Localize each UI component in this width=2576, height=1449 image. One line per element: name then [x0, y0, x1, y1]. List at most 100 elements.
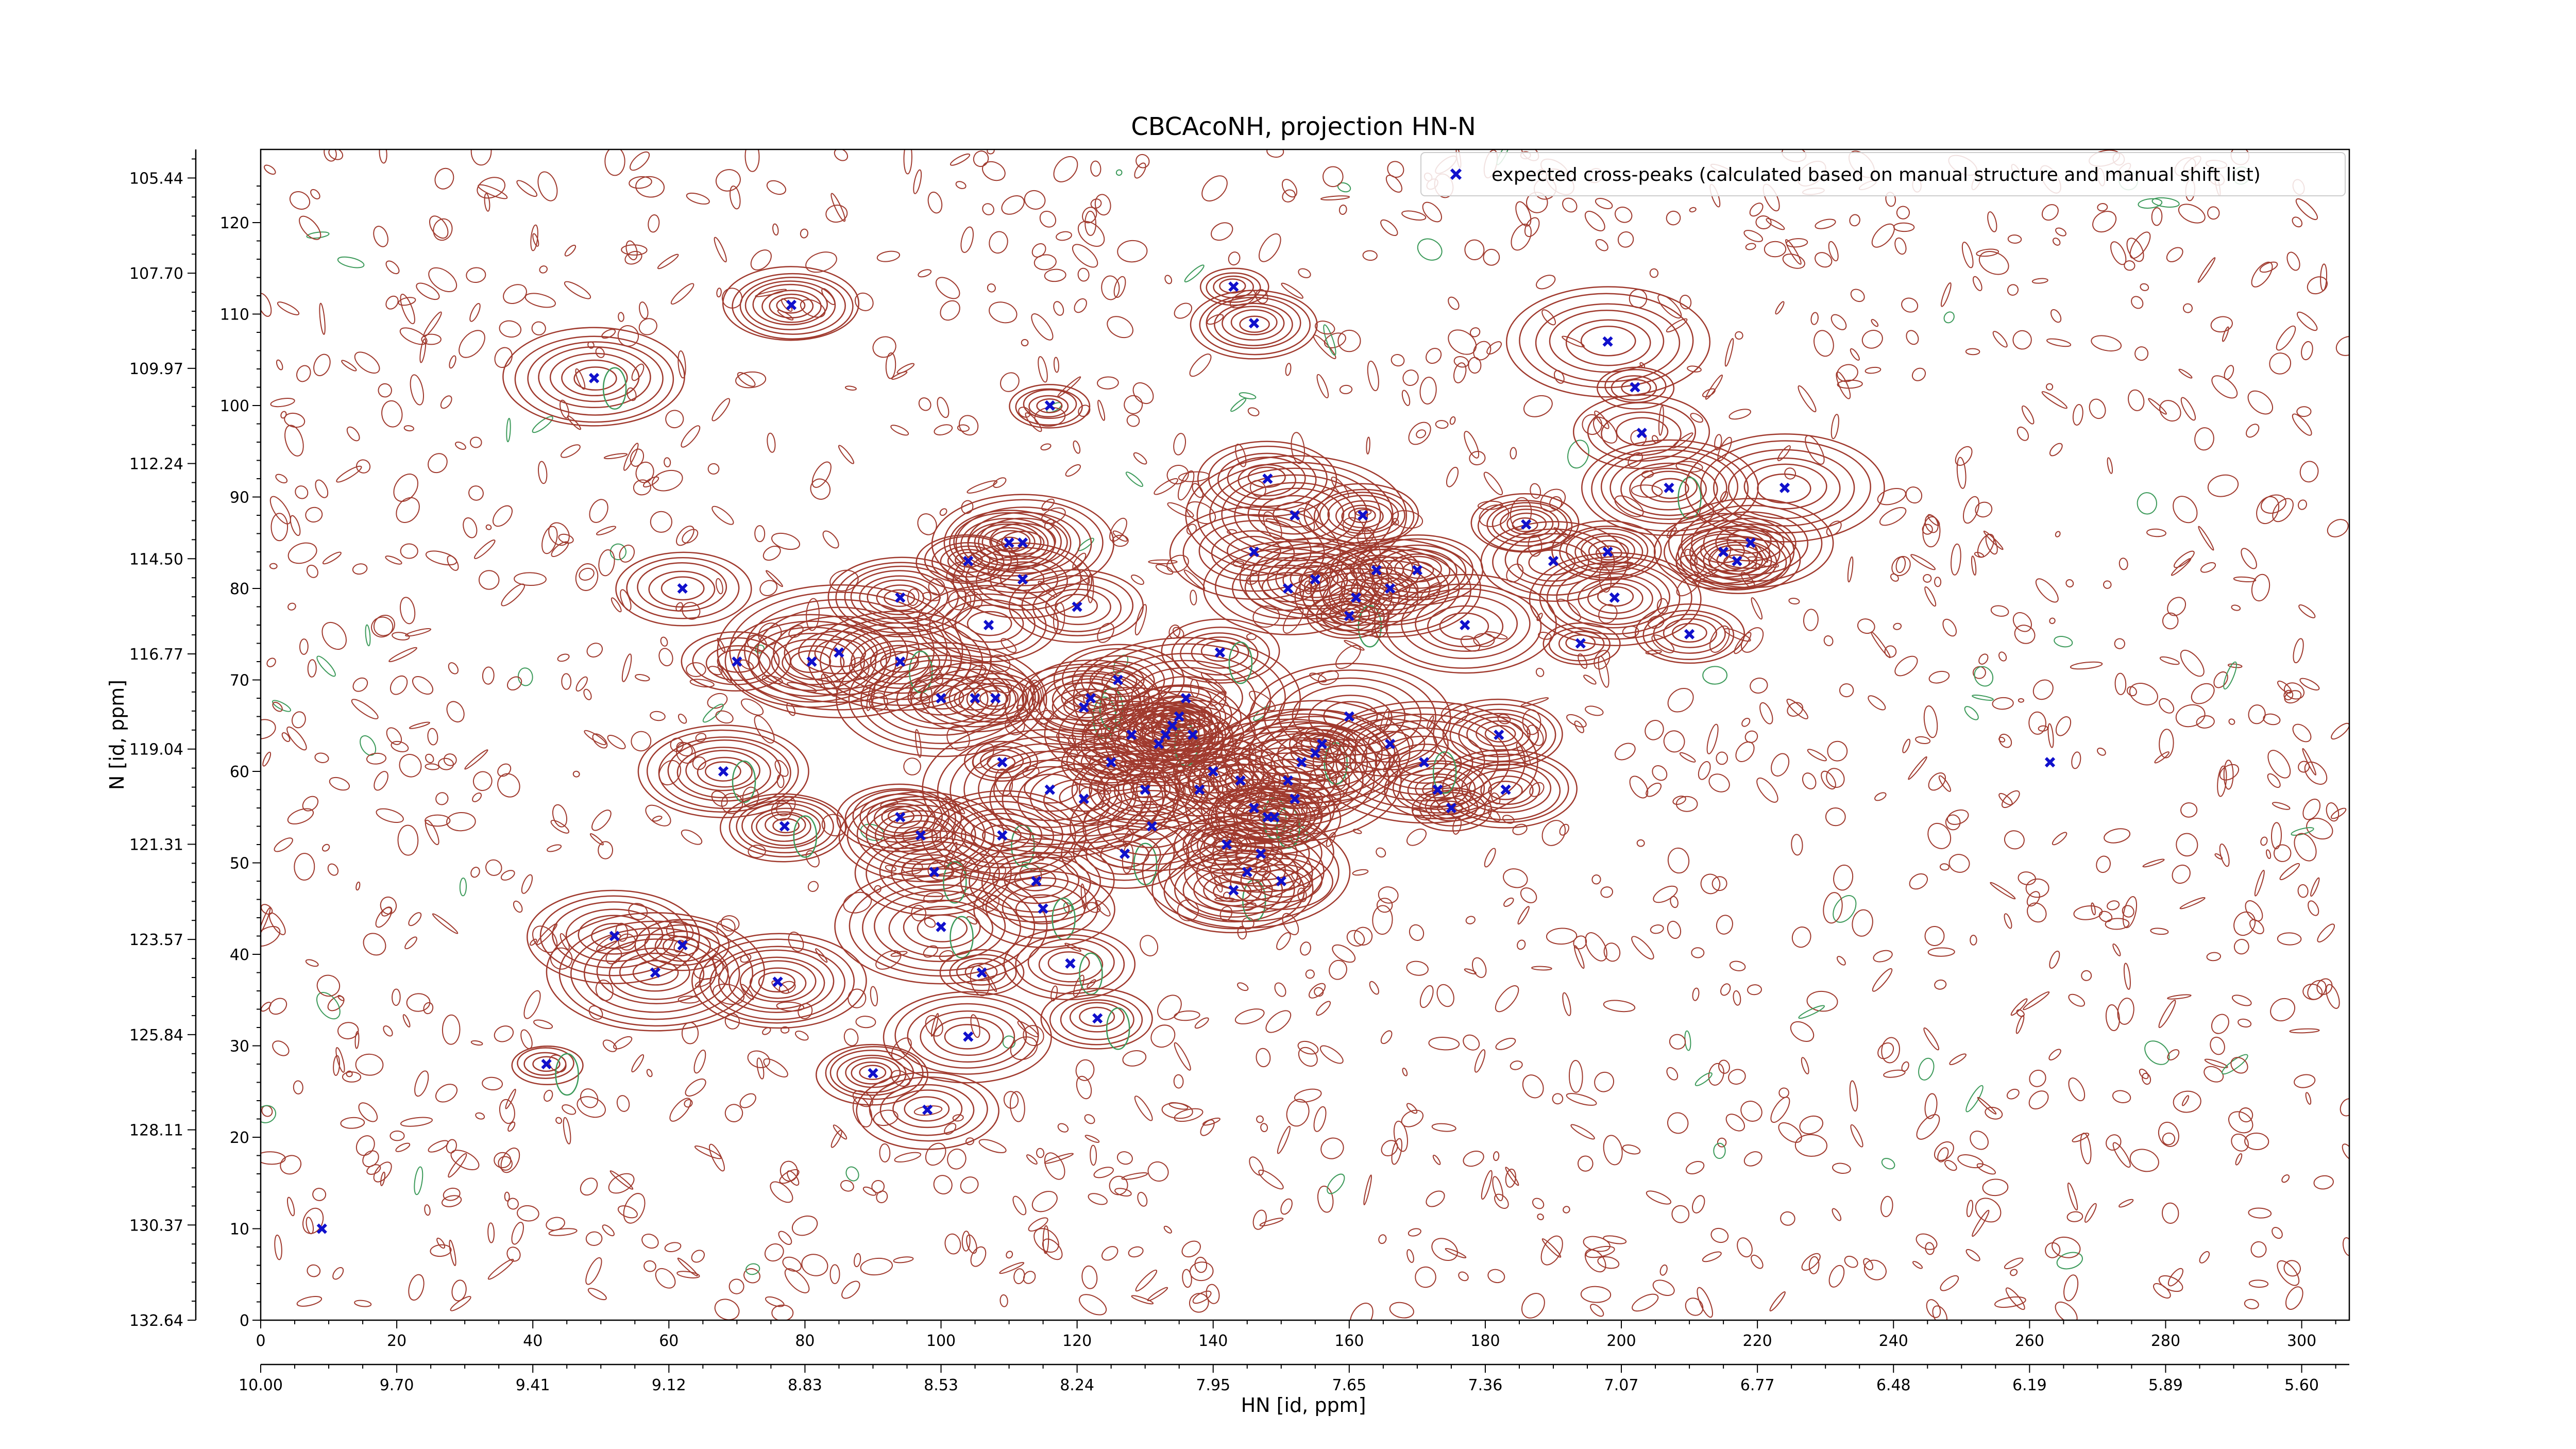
peak-contour — [1565, 634, 1596, 652]
peak-marker — [990, 693, 1001, 704]
noise-contour — [682, 529, 699, 544]
peak-contour — [1685, 433, 1885, 543]
noise-contour — [1124, 395, 1143, 414]
peak-contour — [644, 924, 720, 966]
noise-contour — [743, 1268, 760, 1284]
noise-contour — [1971, 555, 1977, 576]
noise-contour — [844, 385, 857, 391]
noise-contour — [392, 988, 401, 1006]
noise-contour — [2148, 398, 2167, 415]
noise-contour — [1667, 920, 1682, 939]
noise-contour — [403, 425, 414, 432]
noise-contour — [2231, 604, 2241, 611]
peak-contour — [1486, 502, 1568, 547]
peak-contour — [1642, 610, 1735, 661]
noise-contour — [327, 863, 339, 876]
noise-contour — [1280, 1198, 1293, 1215]
noise-contour — [312, 1188, 327, 1201]
x-ppm-tick-label: 5.89 — [2148, 1376, 2183, 1394]
noise-contour — [2256, 496, 2280, 525]
noise-contour — [531, 321, 546, 335]
peak-contour — [1548, 627, 1611, 662]
noise-contour — [585, 1257, 602, 1285]
noise-contour — [1535, 667, 1545, 677]
noise-contour — [2146, 528, 2166, 537]
peak-contour — [1036, 398, 1063, 413]
peak-contour — [1675, 526, 1801, 594]
noise-contour — [626, 387, 637, 401]
peak-contour — [1182, 821, 1273, 871]
noise-contour — [724, 1104, 743, 1122]
y-ppm-tick-label: 121.31 — [129, 836, 183, 854]
noise-contour — [2045, 1242, 2061, 1258]
noise-contour — [739, 1093, 756, 1108]
noise-contour — [1135, 1269, 1158, 1292]
noise-contour — [1401, 390, 1411, 406]
peak-contour — [1002, 885, 1086, 931]
peak-marker — [1602, 546, 1613, 558]
noise-contour — [436, 1237, 446, 1249]
noise-contour — [2159, 698, 2175, 714]
noise-contour — [2046, 383, 2054, 391]
noise-contour — [2055, 716, 2072, 736]
noise-contour — [2144, 1040, 2170, 1065]
noise-contour — [1672, 432, 1693, 449]
noise-contour — [1705, 374, 1723, 400]
noise-contour — [1540, 1235, 1563, 1266]
peak-contour — [1185, 455, 1408, 576]
noise-contour — [530, 938, 537, 946]
noise-contour — [1894, 655, 1918, 677]
noise-contour — [416, 282, 440, 300]
noise-contour — [1927, 822, 1952, 849]
noise-contour — [1784, 467, 1797, 480]
noise-contour — [1349, 1303, 1374, 1320]
x-ppm-tick-label: 7.07 — [1604, 1376, 1639, 1394]
peak-contour — [1359, 573, 1419, 606]
noise-contour — [544, 1089, 553, 1102]
noise-contour — [1649, 268, 1659, 278]
noise-contour — [2285, 1286, 2303, 1310]
peak-contour — [1367, 731, 1414, 756]
noise-contour — [1298, 268, 1311, 278]
noise-contour — [1088, 1193, 1108, 1205]
noise-contour — [2277, 680, 2292, 694]
noise-contour — [1072, 244, 1098, 268]
noise-contour — [1909, 873, 1928, 890]
noise-contour — [1107, 316, 1133, 339]
noise-contour — [1863, 1259, 1887, 1280]
noise-contour — [1657, 294, 1682, 319]
noise-contour — [2181, 1095, 2190, 1106]
noise-contour — [2277, 932, 2302, 946]
noise-contour — [1667, 1112, 1689, 1134]
noise-contour — [355, 1135, 375, 1156]
peak-contour — [948, 672, 1040, 723]
x-ppm-tick-label: 7.65 — [1332, 1376, 1366, 1394]
noise-contour — [469, 303, 481, 322]
noise-contour — [1234, 1008, 1265, 1024]
noise-contour — [595, 980, 614, 1001]
noise-contour — [1706, 723, 1719, 754]
peak-contour — [549, 352, 640, 402]
noise-contour — [2198, 526, 2214, 551]
noise-contour — [2306, 818, 2333, 840]
noise-contour — [1408, 422, 1431, 445]
noise-contour — [360, 735, 377, 756]
noise-contour — [1690, 413, 1703, 423]
noise-contour — [2204, 1066, 2224, 1083]
noise-contour — [2154, 751, 2170, 764]
y-ppm-axis: 132.64130.37128.11125.84123.57121.31119.… — [129, 149, 197, 1330]
noise-contour — [935, 277, 960, 299]
noise-contour — [2210, 1036, 2225, 1055]
noise-contour — [1297, 1040, 1319, 1055]
noise-contour — [385, 555, 402, 565]
noise-contour — [1622, 1144, 1641, 1155]
noise-contour — [281, 732, 291, 742]
noise-contour — [648, 214, 660, 233]
noise-contour — [2277, 1260, 2300, 1286]
noise-contour — [657, 254, 679, 269]
noise-contour — [695, 733, 707, 743]
noise-contour — [2126, 238, 2144, 262]
noise-contour — [514, 572, 547, 586]
peak-contour — [1277, 732, 1357, 776]
peak-contour — [1157, 684, 1212, 714]
